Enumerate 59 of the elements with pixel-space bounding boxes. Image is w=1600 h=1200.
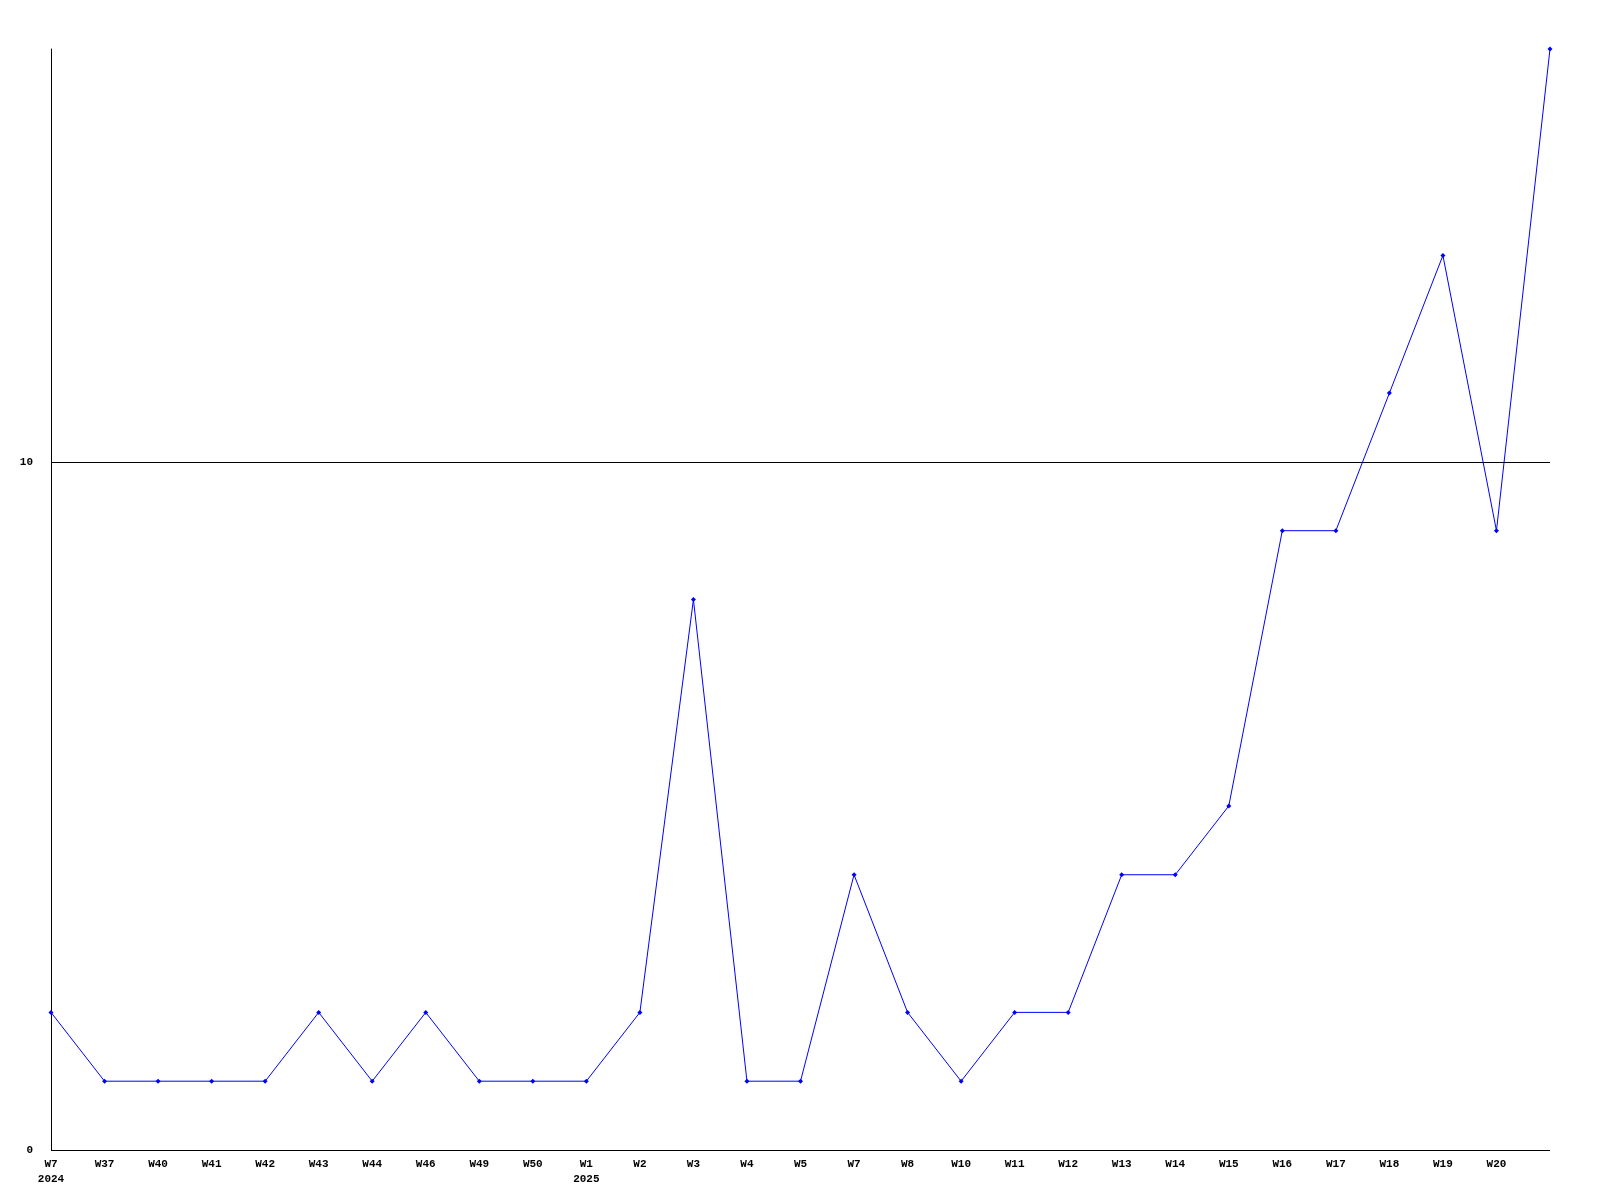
point: [637, 1009, 643, 1015]
x-tick-label: W17: [1325, 1157, 1346, 1170]
x-tick-label: W49: [469, 1157, 490, 1170]
point: [1012, 1009, 1018, 1015]
x-tick-label: W50: [522, 1157, 543, 1170]
point: [798, 1078, 803, 1084]
x-tick-label: W14: [1165, 1157, 1186, 1170]
x-tick-label: W16: [1272, 1157, 1293, 1170]
x-tick-label: W7 2024: [37, 1157, 65, 1185]
x-tick-label: W42: [255, 1157, 276, 1170]
x-tick-label: W41: [201, 1157, 222, 1170]
point: [1172, 872, 1178, 878]
x-tick-label: W46: [415, 1157, 436, 1170]
x-tick-label: W37: [94, 1157, 115, 1170]
point: [209, 1078, 215, 1084]
x-tick-label: W13: [1111, 1157, 1133, 1170]
point: [423, 1009, 429, 1015]
point: [369, 1078, 375, 1084]
x-tick-label: W43: [308, 1157, 329, 1170]
x-tick-label: W5: [793, 1157, 808, 1170]
point: [48, 1009, 54, 1015]
point: [1333, 528, 1339, 534]
point: [1440, 252, 1446, 258]
point: [316, 1009, 322, 1015]
point: [958, 1078, 964, 1084]
x-tick-label: W7: [847, 1157, 861, 1170]
point: [744, 1078, 750, 1084]
point: [262, 1078, 268, 1084]
x-tick-label: W8: [900, 1157, 915, 1170]
x-tick-label: W1 2025: [573, 1157, 600, 1185]
point: [1547, 46, 1553, 52]
point: [476, 1078, 482, 1084]
point: [1493, 528, 1499, 534]
point: [1065, 1009, 1071, 1015]
x-tick-label: W40: [148, 1157, 168, 1170]
point: [690, 597, 696, 602]
x-tick-label: W15: [1218, 1157, 1240, 1170]
x-tick-label: W10: [951, 1157, 972, 1170]
point: [1386, 390, 1392, 396]
x-tick-label: W19: [1433, 1157, 1453, 1170]
point: [1226, 803, 1232, 809]
x-tick-label: W11: [1004, 1157, 1025, 1170]
x-tick-label: W4: [740, 1157, 754, 1170]
x-tick-label: W3: [686, 1157, 701, 1170]
x-tick-label: W20: [1486, 1157, 1507, 1170]
y-tick-label: 0: [26, 1144, 33, 1156]
point: [530, 1078, 536, 1084]
x-tick-label: W18: [1379, 1157, 1400, 1170]
x-tick-label: W2: [633, 1157, 647, 1170]
x-tick-label: W12: [1058, 1157, 1079, 1170]
point: [1279, 528, 1285, 534]
point: [851, 872, 857, 878]
point: [102, 1078, 108, 1084]
y-tick-label: 10: [19, 455, 33, 468]
point: [155, 1078, 161, 1084]
point: [1119, 872, 1125, 878]
x-tick-label: W44: [362, 1157, 383, 1170]
point: [583, 1078, 589, 1084]
point: [905, 1009, 911, 1015]
